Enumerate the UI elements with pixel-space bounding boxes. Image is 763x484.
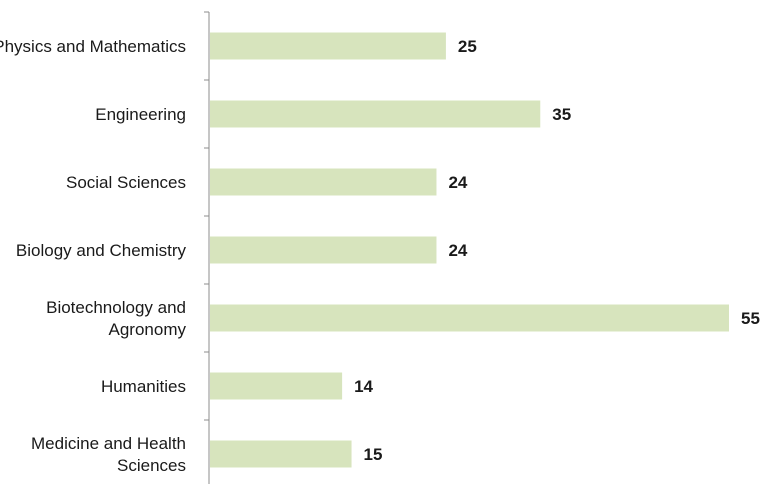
bar [210,100,541,128]
data-label: 14 [354,377,373,396]
data-label: 55 [741,309,760,328]
category-label-line: Sciences [117,456,186,475]
category-label-line: Biotechnology and [46,298,186,317]
category-label-line: Biology and Chemistry [16,241,187,260]
category-label-line: Humanities [101,377,186,396]
category-label-line: Social Sciences [66,173,186,192]
data-label: 15 [364,445,383,464]
data-label: 24 [448,173,467,192]
bar [210,304,729,332]
category-label: Biotechnology and Agronomy [46,298,186,339]
category-label: Social Sciences [66,173,186,192]
category-label: Engineering [95,105,186,124]
category-label: Physics and Mathematics [0,37,186,56]
data-label: 35 [552,105,571,124]
data-label: 24 [448,241,467,260]
bar [210,440,352,468]
category-label-line: Medicine and Health [31,434,186,453]
category-labels: Physics and Mathematics Engineering Social… [0,37,186,475]
data-label: 25 [458,37,477,56]
category-label: Medicine and Health Sciences [31,434,186,475]
bars-layer [210,32,729,468]
category-label-line: Engineering [95,105,186,124]
category-label: Humanities [101,377,186,396]
category-label-line: Physics and Mathematics [0,37,186,56]
y-axis-ticks [204,11,209,421]
category-label: Biology and Chemistry [16,241,187,260]
value-labels: 25 35 24 24 55 14 15 [354,37,760,464]
bar [210,168,437,196]
category-label-line: Agronomy [109,320,187,339]
bar [210,32,446,60]
bar [210,372,343,400]
bar [210,236,437,264]
